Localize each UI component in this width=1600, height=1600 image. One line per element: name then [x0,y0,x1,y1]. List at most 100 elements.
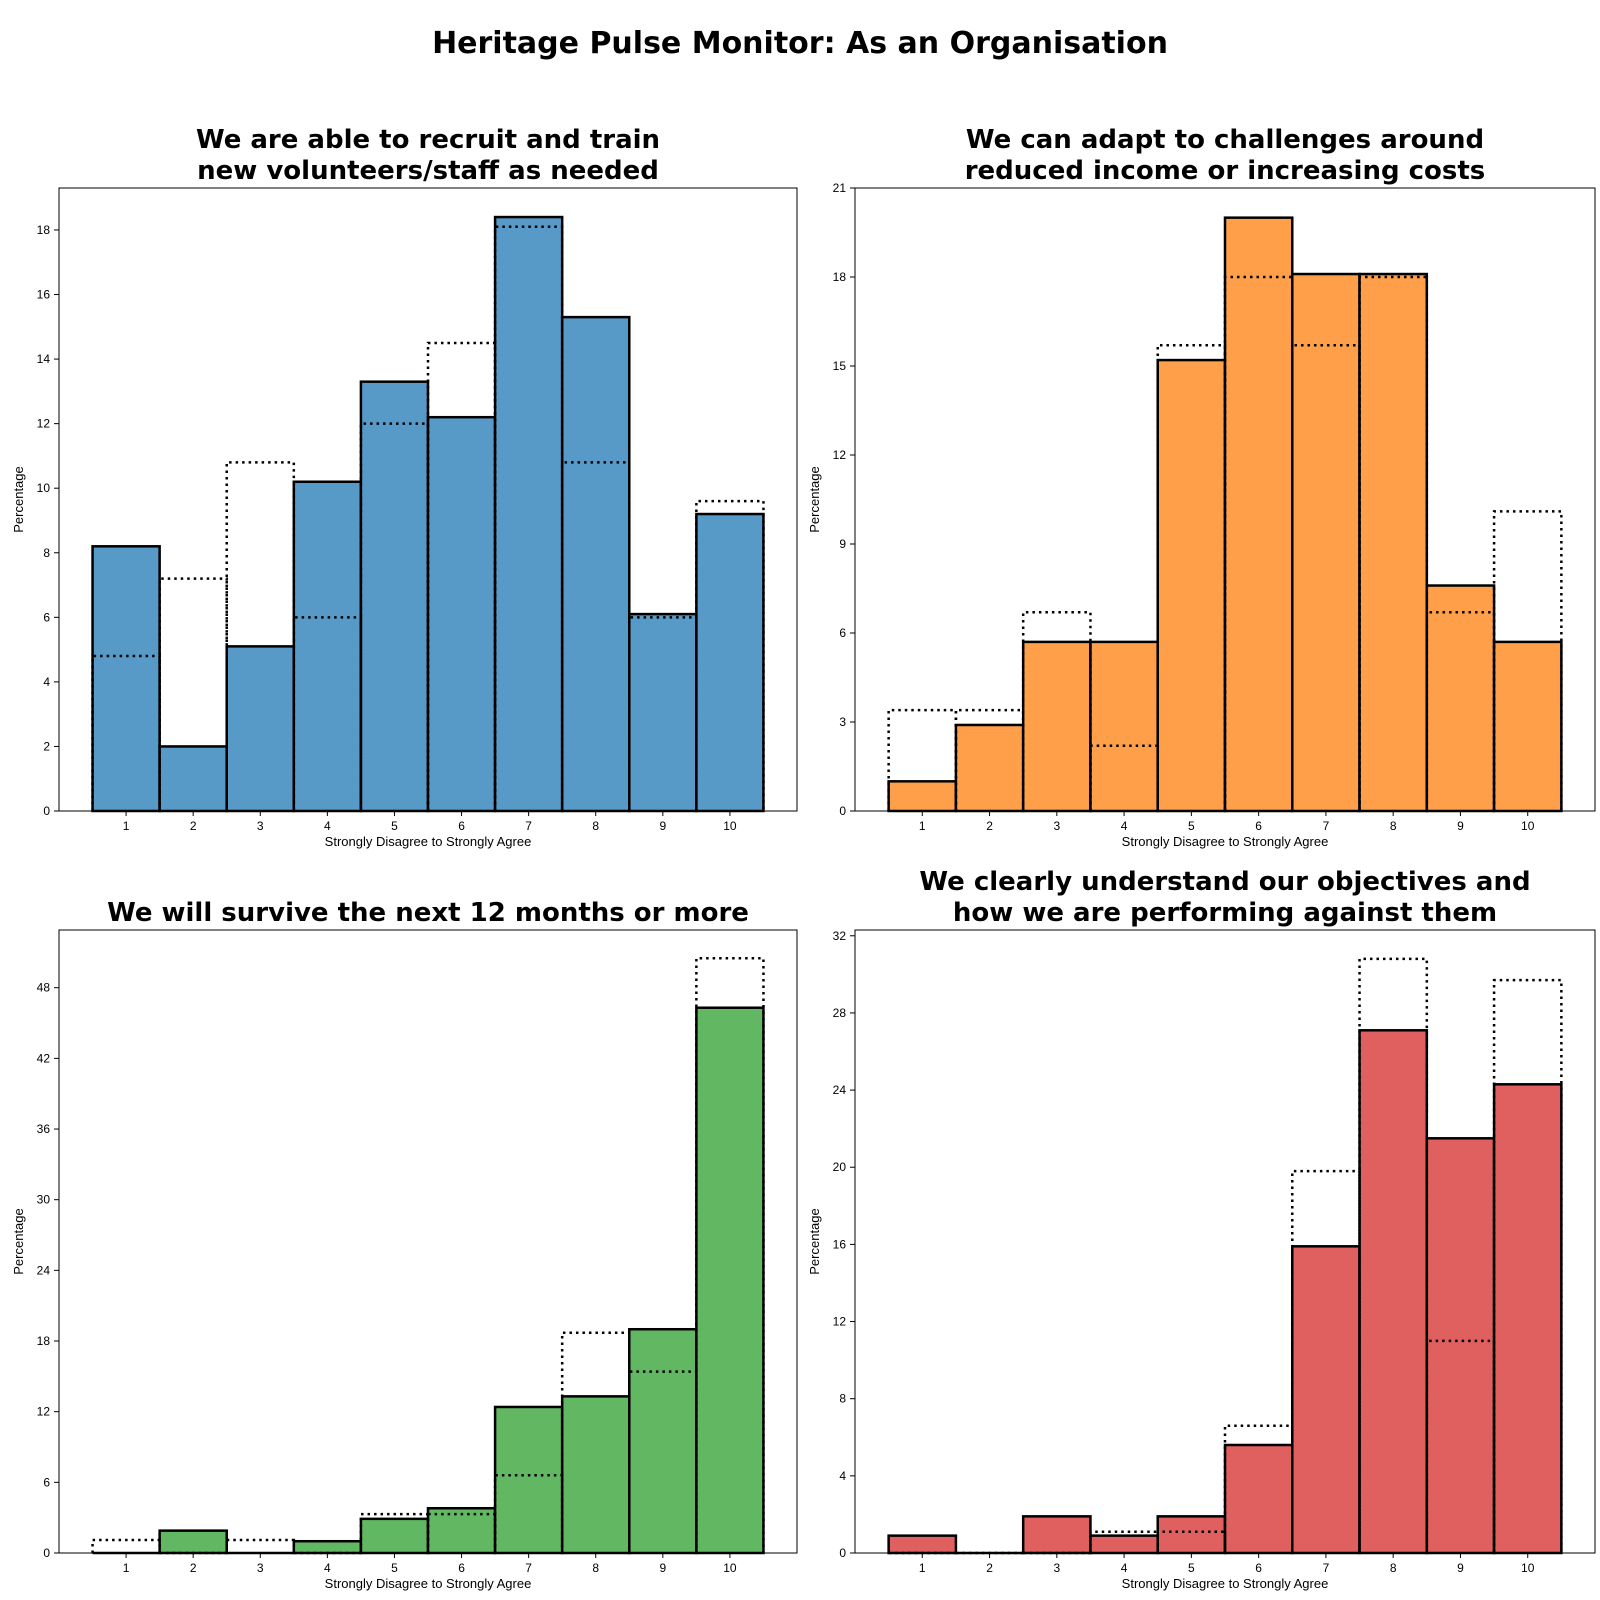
x-tick-label: 9 [659,819,666,833]
x-tick-label: 6 [1255,819,1262,833]
y-tick-label: 16 [833,1237,847,1251]
x-tick-label: 8 [592,1561,599,1575]
comparison-outline [1156,1530,1227,1553]
x-tick-label: 4 [324,819,331,833]
y-tick-label: 28 [833,1006,847,1020]
x-tick-label: 4 [1121,819,1128,833]
x-tick-label: 9 [1457,1561,1464,1575]
y-tick-label: 12 [37,1405,51,1419]
y-tick-label: 12 [37,417,51,431]
subplot-title-line: We clearly understand our objectives and [919,867,1530,897]
bar [695,512,765,813]
x-tick-label: 8 [1390,1561,1397,1575]
y-tick-label: 12 [833,1315,847,1329]
y-tick-label: 9 [839,537,846,551]
y-tick-label: 0 [43,804,50,818]
y-axis-label: Percentage [11,466,26,533]
y-tick-label: 6 [43,1475,50,1489]
comparison-outline [1358,275,1429,811]
x-tick-label: 10 [723,1561,737,1575]
y-tick-label: 32 [833,929,847,943]
comparison-outline [359,1512,430,1553]
y-tick-label: 24 [37,1263,51,1277]
y-tick-label: 6 [839,626,846,640]
bar [292,480,363,813]
x-axis-label: Strongly Disagree to Strongly Agree [1122,1576,1329,1591]
y-tick-label: 18 [833,270,847,284]
x-tick-label: 1 [919,1561,926,1575]
subplot-title-line: We are able to recruit and train [196,125,660,155]
bar [628,612,698,813]
bar [1492,1083,1563,1555]
x-tick-label: 8 [1390,819,1397,833]
x-tick-label: 6 [458,819,465,833]
y-tick-label: 0 [839,1546,846,1560]
x-tick-label: 5 [1188,1561,1195,1575]
x-tick-label: 6 [458,1561,465,1575]
bar [1156,1515,1227,1555]
x-tick-label: 10 [1521,819,1535,833]
bar [695,1006,765,1555]
bar [1223,1443,1294,1555]
y-axis-label: Percentage [807,1208,822,1275]
x-tick-label: 1 [123,1561,130,1575]
y-tick-label: 16 [37,288,51,302]
bar [426,415,497,813]
y-tick-label: 14 [37,352,51,366]
comparison-outline [426,1512,497,1553]
subplot-title-line: We will survive the next 12 months or mo… [107,898,749,928]
y-tick-label: 8 [839,1392,846,1406]
bar [493,215,564,813]
y-axis-label: Percentage [807,466,822,533]
x-tick-label: 7 [1323,819,1330,833]
y-tick-label: 36 [37,1122,51,1136]
y-axis-label: Percentage [11,1208,26,1275]
comparison-outline [1089,744,1159,811]
x-tick-label: 3 [1053,819,1060,833]
comparison-outline [628,616,698,811]
x-tick-label: 7 [1323,1561,1330,1575]
bar [1358,1029,1429,1555]
x-tick-label: 3 [1053,1561,1060,1575]
x-tick-label: 6 [1255,1561,1262,1575]
subplot-title-line: reduced income or increasing costs [965,156,1486,186]
x-axis-label: Strongly Disagree to Strongly Agree [1122,834,1329,849]
y-tick-label: 15 [833,359,847,373]
y-tick-label: 18 [37,1334,51,1348]
comparison-outline [560,1331,631,1553]
y-tick-label: 42 [37,1051,51,1065]
y-tick-label: 48 [37,981,51,995]
bar [1425,1137,1496,1555]
bar [1291,1245,1361,1555]
bar [1021,1515,1092,1555]
x-tick-label: 4 [324,1561,331,1575]
comparison-outline [1492,978,1563,1553]
bar [887,1534,958,1555]
x-tick-label: 3 [257,1561,264,1575]
comparison-outline [493,1474,564,1553]
comparison-outline [292,616,363,811]
bar [560,1395,631,1555]
comparison-outline [91,1538,161,1553]
y-tick-label: 0 [839,804,846,818]
bar [887,780,958,813]
comparison-outline [91,654,161,811]
x-tick-label: 5 [391,1561,398,1575]
y-tick-label: 12 [833,448,847,462]
y-tick-label: 10 [37,481,51,495]
x-tick-label: 9 [659,1561,666,1575]
x-tick-label: 1 [919,819,926,833]
x-tick-label: 9 [1457,819,1464,833]
bar [1089,640,1159,813]
comparison-outline [1223,275,1294,811]
x-tick-label: 10 [723,819,737,833]
y-tick-label: 2 [43,739,50,753]
bar [1089,1534,1159,1555]
y-tick-label: 6 [43,610,50,624]
comparison-outline [1021,610,1092,811]
y-tick-label: 20 [833,1160,847,1174]
x-tick-label: 2 [986,819,993,833]
